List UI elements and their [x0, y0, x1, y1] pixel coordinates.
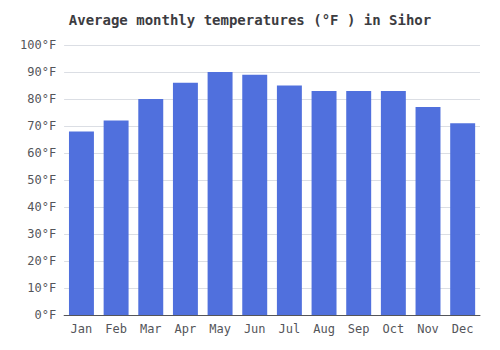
svg-text:Feb: Feb	[105, 322, 127, 336]
svg-text:30°F: 30°F	[27, 227, 56, 241]
svg-text:20°F: 20°F	[27, 254, 56, 268]
svg-text:10°F: 10°F	[27, 281, 56, 295]
svg-text:Jan: Jan	[71, 322, 93, 336]
svg-text:Average monthly temperatures (: Average monthly temperatures (°F ) in Si…	[69, 12, 431, 28]
svg-text:Mar: Mar	[140, 322, 162, 336]
svg-text:Apr: Apr	[175, 322, 197, 336]
svg-text:60°F: 60°F	[27, 146, 56, 160]
svg-text:90°F: 90°F	[27, 65, 56, 79]
svg-text:40°F: 40°F	[27, 200, 56, 214]
svg-text:Sep: Sep	[348, 322, 370, 336]
svg-text:80°F: 80°F	[27, 92, 56, 106]
svg-text:100°F: 100°F	[20, 38, 56, 52]
svg-text:Aug: Aug	[313, 322, 335, 336]
svg-text:50°F: 50°F	[27, 173, 56, 187]
svg-text:70°F: 70°F	[27, 119, 56, 133]
svg-text:Jul: Jul	[279, 322, 301, 336]
svg-text:Oct: Oct	[383, 322, 405, 336]
svg-text:May: May	[209, 322, 231, 336]
svg-text:0°F: 0°F	[34, 308, 56, 322]
svg-text:Jun: Jun	[244, 322, 266, 336]
svg-text:Nov: Nov	[417, 322, 439, 336]
svg-text:Dec: Dec	[452, 322, 474, 336]
